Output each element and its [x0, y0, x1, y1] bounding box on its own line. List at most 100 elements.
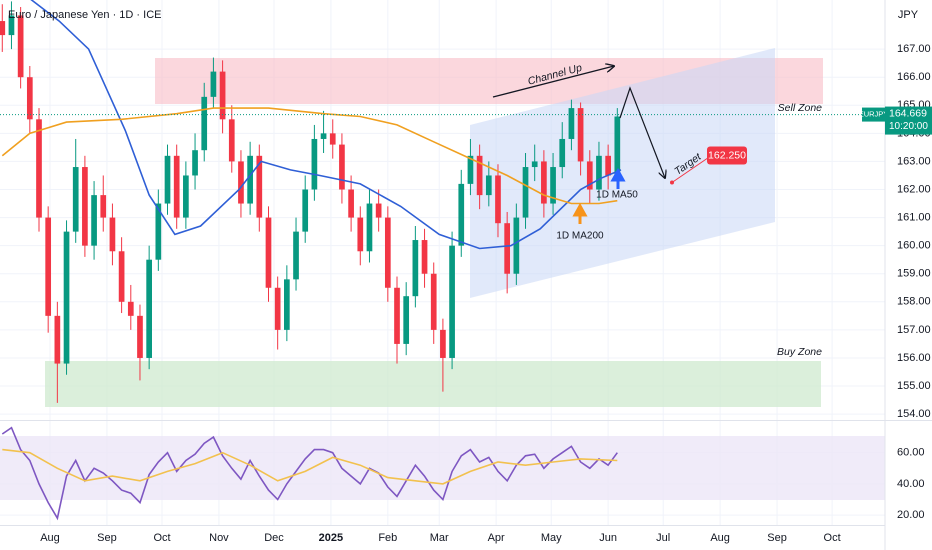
candle-body — [72, 167, 79, 232]
buy-zone-label: Buy Zone — [777, 346, 822, 358]
candle-body — [293, 231, 299, 280]
candle-body — [384, 217, 391, 288]
candle-body — [375, 203, 382, 218]
line-series — [1, 107, 618, 205]
x-tick-label: 2025 — [319, 532, 343, 544]
price-tag-text: 164.669 — [889, 107, 927, 119]
line-series — [2, 448, 618, 485]
x-tick-label: Oct — [824, 532, 841, 544]
x-tick-label: Sep — [767, 532, 787, 544]
y-tick-label: 60.00 — [897, 447, 925, 459]
candle-body — [17, 15, 24, 78]
candle-body — [412, 240, 419, 297]
x-tick-label: Apr — [488, 532, 505, 544]
candle-body — [302, 189, 309, 232]
candle-body — [568, 108, 575, 139]
ma200-arrow — [572, 202, 588, 224]
target-line — [671, 156, 711, 183]
candle-body — [559, 138, 566, 168]
candle-body — [614, 116, 621, 176]
y-tick-label: 163.00 — [897, 155, 931, 167]
ma200-label: 1D MA200 — [556, 231, 604, 242]
candle-body — [63, 231, 70, 364]
projection-arrow — [619, 86, 665, 178]
y-tick-label: 161.00 — [897, 211, 931, 223]
symbol-tag — [862, 107, 885, 122]
candle-body — [311, 138, 318, 190]
candle-body — [201, 96, 208, 151]
x-tick-label: Oct — [153, 532, 170, 544]
price-tag — [885, 106, 932, 135]
candle-body — [449, 245, 455, 358]
candle-body — [458, 183, 465, 246]
candle-body — [146, 259, 152, 358]
candle-body — [476, 155, 483, 196]
candle-body — [485, 175, 492, 196]
channel-arrow — [492, 66, 614, 98]
candle-body — [348, 189, 354, 218]
candle-body — [118, 251, 125, 302]
target-dot — [670, 180, 674, 185]
candle-body — [0, 21, 6, 36]
x-tick-label: Sep — [97, 532, 117, 544]
candle-body — [394, 287, 400, 344]
candle-body — [137, 315, 143, 358]
candle-body — [605, 155, 611, 176]
line-series — [1, 426, 618, 521]
candle-body — [219, 71, 226, 120]
rsi-band — [0, 436, 885, 500]
x-tick-label: Aug — [710, 532, 730, 544]
candle-body — [247, 155, 253, 204]
candle-body — [91, 195, 97, 246]
x-tick-label: Feb — [378, 532, 397, 544]
candle-body — [504, 223, 511, 274]
candle-body — [8, 15, 15, 36]
channel-box — [470, 48, 775, 298]
y-tick-label: 157.00 — [897, 324, 931, 336]
target-box — [707, 146, 747, 165]
countdown-text: 10:20:00 — [889, 121, 928, 132]
y-tick-label: 167.00 — [897, 43, 931, 55]
buy-zone-box — [45, 361, 821, 407]
candle-body — [586, 161, 593, 190]
candle-body — [495, 175, 501, 224]
price-axis-bg — [885, 0, 932, 550]
x-tick-label: Jun — [599, 532, 617, 544]
candle-body — [127, 301, 134, 316]
x-tick-label: Jul — [656, 532, 670, 544]
candle-body — [183, 175, 189, 218]
candle-body — [513, 217, 520, 274]
currency-label: JPY — [898, 9, 919, 21]
y-tick-label: 40.00 — [897, 478, 925, 490]
candle-body — [339, 144, 345, 190]
y-tick-label: 160.00 — [897, 240, 931, 252]
x-tick-label: May — [541, 532, 562, 544]
candle-body — [522, 167, 529, 218]
ma50-label: 1D MA50 — [596, 190, 638, 201]
candle-body — [284, 279, 290, 330]
candle-body — [329, 133, 336, 145]
candle-body — [45, 217, 52, 316]
rsi-pane — [1, 426, 618, 521]
x-tick-label: Nov — [209, 532, 229, 544]
candle-body — [366, 203, 373, 252]
candle-body — [54, 315, 61, 364]
sell-zone-label: Sell Zone — [778, 102, 823, 114]
candle-body — [320, 133, 327, 139]
candle-body — [36, 119, 42, 218]
candle-body — [238, 161, 244, 204]
x-tick-label: Dec — [264, 532, 284, 544]
candle-body — [550, 167, 556, 204]
candle-body — [467, 155, 474, 184]
candle-body — [100, 195, 107, 218]
candle-body — [577, 108, 584, 162]
candle-body — [155, 203, 162, 260]
axes: 154.00 155.00 156.00 157.00 158.00 159.00 160.… — [40, 43, 932, 544]
candle-body — [440, 329, 446, 358]
time-axis-bg — [0, 525, 885, 550]
candle-body — [596, 155, 602, 190]
chart-title: Euro / Japanese Yen · 1D · ICE — [8, 9, 161, 21]
candle-body — [421, 240, 428, 274]
y-tick-label: 156.00 — [897, 352, 931, 364]
